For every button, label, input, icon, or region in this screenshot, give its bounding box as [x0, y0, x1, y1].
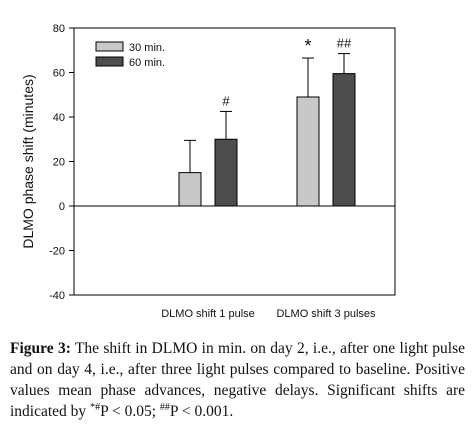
caption-text-2: P < 0.05;	[100, 403, 160, 420]
x-tick-label: DLMO shift 1 pulse	[161, 308, 255, 320]
significance-marker: ##	[337, 36, 352, 51]
figure-label: Figure 3:	[10, 340, 71, 357]
bar	[332, 73, 356, 207]
bar	[178, 172, 202, 207]
y-tick-label: 20	[53, 157, 65, 169]
significance-marker: *	[304, 36, 311, 56]
y-tick-label: 0	[59, 201, 65, 213]
caption-sup-1: *#	[90, 401, 101, 413]
y-tick-label: 80	[53, 23, 65, 35]
legend-swatch	[95, 56, 124, 67]
caption-text-1: The shift in DLMO in min. on day 2, i.e.…	[10, 340, 465, 420]
y-tick-label: 60	[53, 68, 65, 80]
bar-chart: -40 -20 0 20 40 60 80 DLMO phase shift (minutes…	[20, 23, 396, 320]
bar	[214, 138, 238, 207]
significance-marker: #	[222, 93, 230, 108]
legend-swatch	[95, 41, 124, 52]
bar	[296, 96, 320, 207]
x-tick-label: DLMO shift 3 pulses	[276, 308, 376, 320]
y-tick-label: 40	[53, 112, 65, 124]
legend-label: 60 min.	[129, 57, 165, 69]
y-tick-label: -40	[49, 290, 65, 302]
caption-sup-2: ##	[159, 401, 170, 413]
legend-label: 30 min.	[129, 42, 165, 54]
chart: -40 -20 0 20 40 60 80 DLMO phase shift (minutes…	[20, 23, 396, 320]
y-axis-label: DLMO phase shift (minutes)	[20, 74, 36, 248]
figure-caption: Figure 3: The shift in DLMO in min. on d…	[10, 338, 465, 422]
caption-text-3: P < 0.001.	[169, 403, 234, 420]
y-tick-label: -20	[49, 246, 65, 258]
